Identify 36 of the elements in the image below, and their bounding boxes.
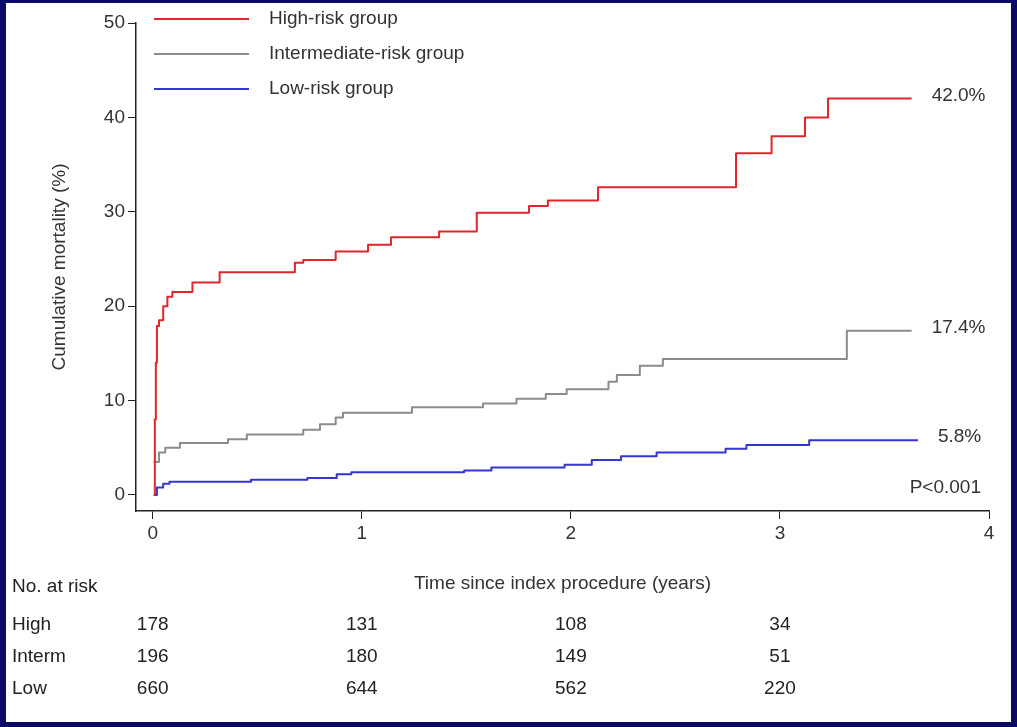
text: 178 xyxy=(136,613,169,635)
text: 180 xyxy=(345,645,378,667)
annotation: P<0.001 xyxy=(909,476,981,498)
y-tick-label: 0 xyxy=(114,483,125,505)
x-tick-label: 0 xyxy=(147,521,159,543)
y-tick-label: 30 xyxy=(103,200,125,222)
legend-label: Low-risk group xyxy=(269,77,394,99)
text: High xyxy=(12,613,52,635)
text: Interm xyxy=(12,645,66,667)
text: No. at risk xyxy=(12,575,98,597)
x-axis-title: Time since index procedure (years) xyxy=(413,571,712,593)
text: 562 xyxy=(555,677,587,699)
text: 220 xyxy=(764,677,796,699)
text: 149 xyxy=(555,645,587,667)
text: 131 xyxy=(345,613,378,635)
text: 660 xyxy=(136,677,169,699)
x-tick-label: 4 xyxy=(983,521,995,543)
y-tick-label: 10 xyxy=(103,388,125,410)
legend-label: Intermediate-risk group xyxy=(269,42,465,64)
text: 644 xyxy=(345,677,378,699)
text: 34 xyxy=(769,613,791,635)
text: Low xyxy=(12,677,47,699)
x-tick-label: 3 xyxy=(774,521,786,543)
text: 196 xyxy=(136,645,169,667)
legend-label: High-risk group xyxy=(269,7,398,29)
x-tick-label: 2 xyxy=(565,521,577,543)
y-tick-label: 50 xyxy=(103,11,125,33)
x-tick-label: 1 xyxy=(356,521,368,543)
text: 108 xyxy=(555,613,587,635)
annotation: 17.4% xyxy=(931,315,986,337)
annotation: 5.8% xyxy=(937,425,982,447)
y-tick-label: 40 xyxy=(103,105,125,127)
y-axis-title: Cumulative mortality (%) xyxy=(47,163,69,371)
annotation: 42.0% xyxy=(931,83,986,105)
y-tick-label: 20 xyxy=(103,294,125,316)
text: 51 xyxy=(769,645,791,667)
